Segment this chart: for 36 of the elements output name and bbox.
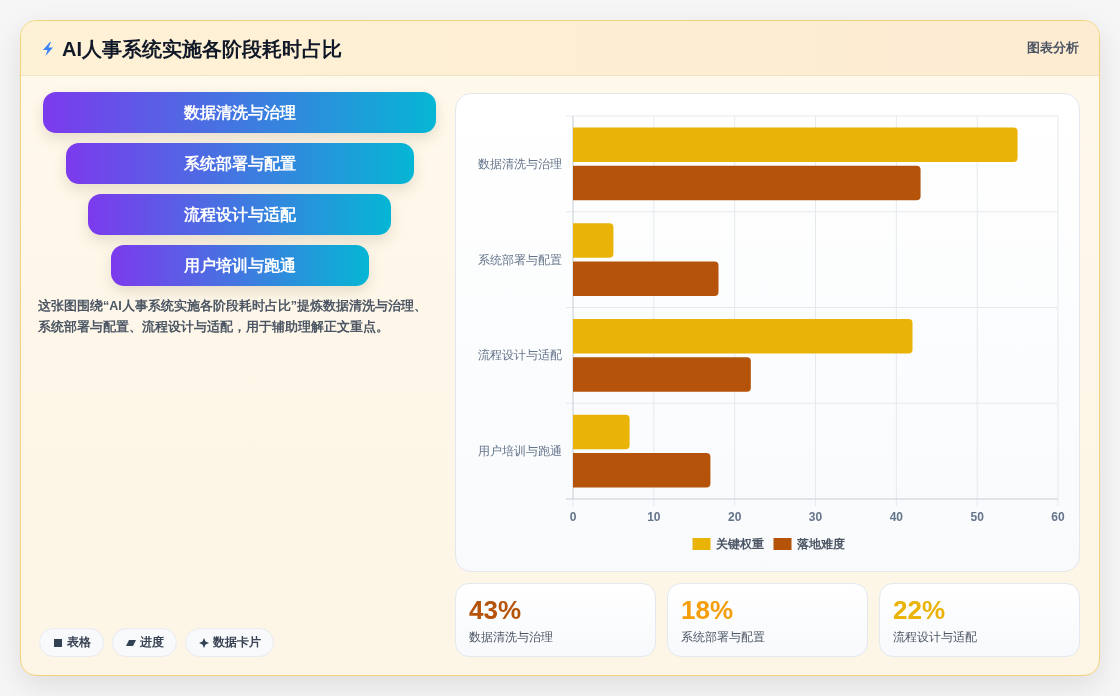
y-tick-label: 数据清洗与治理 — [478, 156, 562, 171]
x-tick-label: 40 — [889, 510, 904, 524]
category-label: 用户培训与跑通 — [110, 245, 369, 286]
text: 22% — [893, 595, 946, 625]
bar — [573, 165, 921, 201]
bar — [573, 127, 1018, 162]
y-tick-label: 用户培训与跑通 — [478, 444, 562, 459]
bar — [573, 318, 913, 354]
text: 这张图围绕“AI人事系统实施各阶段耗时占比”提炼数据清洗与治理、系统部署与配置、流程设计与适配，用于辅助理解正文重点。 — [38, 298, 428, 336]
x-tick-label: 50 — [970, 510, 985, 524]
text: 数据卡片 — [213, 636, 261, 648]
bar — [573, 357, 751, 392]
bar — [573, 414, 630, 450]
x-tick-label: 30 — [808, 510, 823, 524]
bar — [573, 261, 719, 297]
x-tick-label: 20 — [727, 510, 742, 524]
text: AI人事系统实施各阶段耗时占比 — [62, 37, 342, 62]
text: 18% — [681, 595, 734, 625]
bar — [573, 223, 614, 258]
y-tick-label: 系统部署与配置 — [478, 252, 562, 267]
text: 进度 — [140, 636, 164, 648]
text: 表格 — [67, 636, 91, 648]
category-label: 数据清洗与治理 — [43, 92, 436, 133]
category-label: 流程设计与适配 — [893, 629, 977, 646]
text: 43% — [469, 595, 522, 625]
category-label: 系统部署与配置 — [681, 629, 765, 646]
category-label: 系统部署与配置 — [65, 143, 414, 184]
legend-label: 关键权重 — [714, 537, 764, 551]
legend-label: 落地难度 — [795, 537, 845, 551]
x-tick-label: 0 — [569, 510, 577, 524]
x-tick-label: 60 — [1051, 510, 1065, 524]
text: 图表分析 — [1027, 39, 1079, 57]
bar — [573, 453, 711, 488]
x-tick-label: 10 — [647, 510, 661, 524]
y-tick-label: 流程设计与适配 — [478, 348, 562, 363]
category-label: 流程设计与适配 — [88, 194, 391, 235]
